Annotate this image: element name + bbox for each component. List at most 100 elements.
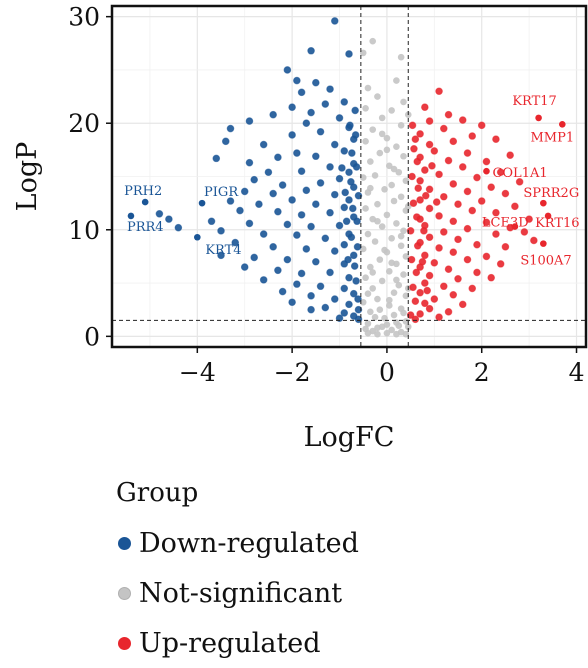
point-up — [501, 243, 510, 251]
point-ns — [371, 172, 379, 179]
point-down — [307, 305, 315, 314]
point-down-labeled — [198, 199, 206, 207]
point-down — [297, 167, 306, 175]
point-up — [458, 116, 467, 124]
point-ns — [393, 77, 400, 84]
point-down — [345, 300, 353, 309]
point-ns — [367, 263, 374, 271]
point-down — [288, 131, 296, 139]
point-down — [302, 186, 311, 195]
point-ns — [371, 238, 379, 245]
point-ns — [395, 281, 403, 289]
legend-dot-ns — [118, 586, 131, 600]
point-up — [421, 191, 430, 200]
point-up — [468, 284, 477, 293]
point-ns — [378, 114, 386, 122]
point-up — [463, 149, 472, 157]
point-up — [421, 299, 429, 308]
point-down — [340, 98, 349, 106]
point-ns — [383, 321, 391, 328]
point-down — [353, 243, 362, 251]
gene-label-s100a7: S100A7 — [520, 254, 571, 269]
point-down — [165, 215, 173, 223]
plot-frame — [110, 4, 588, 349]
point-down — [345, 50, 353, 58]
point-up — [425, 233, 434, 242]
point-down — [345, 196, 353, 204]
point-up — [423, 286, 432, 295]
gene-label-sprr2g: SPRR2G — [523, 186, 579, 201]
gene-label-prh2: PRH2 — [124, 184, 162, 199]
point-down — [340, 240, 349, 249]
point-up — [425, 185, 434, 194]
point-down — [316, 127, 325, 136]
point-down — [293, 149, 301, 157]
point-down — [335, 174, 344, 183]
point-ns — [362, 105, 369, 112]
point-up — [444, 110, 453, 119]
x-tick-label: −2 — [274, 358, 311, 387]
point-ns — [371, 313, 379, 321]
point-ns — [390, 289, 398, 296]
point-down — [330, 17, 339, 25]
point-up — [501, 189, 510, 198]
point-down-labeled — [127, 212, 135, 220]
point-up — [492, 208, 500, 217]
point-down — [288, 103, 296, 112]
point-up — [418, 257, 427, 266]
point-ns — [369, 126, 377, 133]
point-ns — [374, 295, 381, 303]
point-up-labeled — [540, 199, 547, 207]
point-up — [430, 147, 439, 155]
point-up — [463, 187, 472, 196]
point-ns — [400, 309, 407, 317]
point-down — [312, 152, 320, 161]
point-up — [409, 199, 418, 207]
x-axis-title: LogFC — [304, 422, 395, 453]
point-ns — [404, 323, 412, 331]
point-up — [408, 172, 416, 181]
point-up — [421, 103, 429, 112]
legend: Group Down-regulated Not-significant Up-… — [116, 478, 359, 668]
point-down — [326, 85, 334, 93]
point-ns — [376, 256, 384, 263]
point-ns — [367, 158, 374, 165]
y-axis-title: LogP — [12, 142, 43, 212]
point-down — [302, 119, 311, 128]
point-up — [473, 240, 481, 249]
point-down — [347, 178, 355, 186]
point-ns — [383, 211, 391, 219]
point-up — [409, 283, 417, 292]
point-ns — [381, 185, 388, 193]
point-up — [435, 244, 443, 252]
point-down — [283, 255, 292, 264]
point-up — [473, 268, 481, 277]
point-up — [458, 163, 467, 171]
point-down — [221, 137, 230, 146]
point-down — [245, 158, 254, 167]
point-down — [236, 206, 244, 215]
point-down — [354, 305, 363, 314]
point-ns — [393, 220, 400, 227]
point-up — [425, 117, 434, 125]
point-up — [416, 196, 424, 204]
point-up — [411, 315, 420, 324]
point-ns — [378, 130, 386, 138]
point-down — [352, 163, 361, 171]
point-ns — [397, 53, 405, 61]
point-up — [444, 308, 453, 316]
point-up — [444, 265, 453, 274]
point-up — [473, 173, 481, 182]
point-down — [231, 238, 240, 247]
point-down — [350, 262, 359, 270]
point-up — [413, 157, 422, 166]
point-up — [530, 236, 538, 245]
point-ns — [402, 330, 410, 338]
point-ns — [400, 227, 407, 235]
point-up — [416, 310, 424, 318]
point-down — [269, 243, 277, 251]
point-up — [412, 268, 421, 277]
point-down — [307, 222, 315, 231]
point-up — [482, 157, 491, 166]
point-down — [353, 217, 361, 226]
